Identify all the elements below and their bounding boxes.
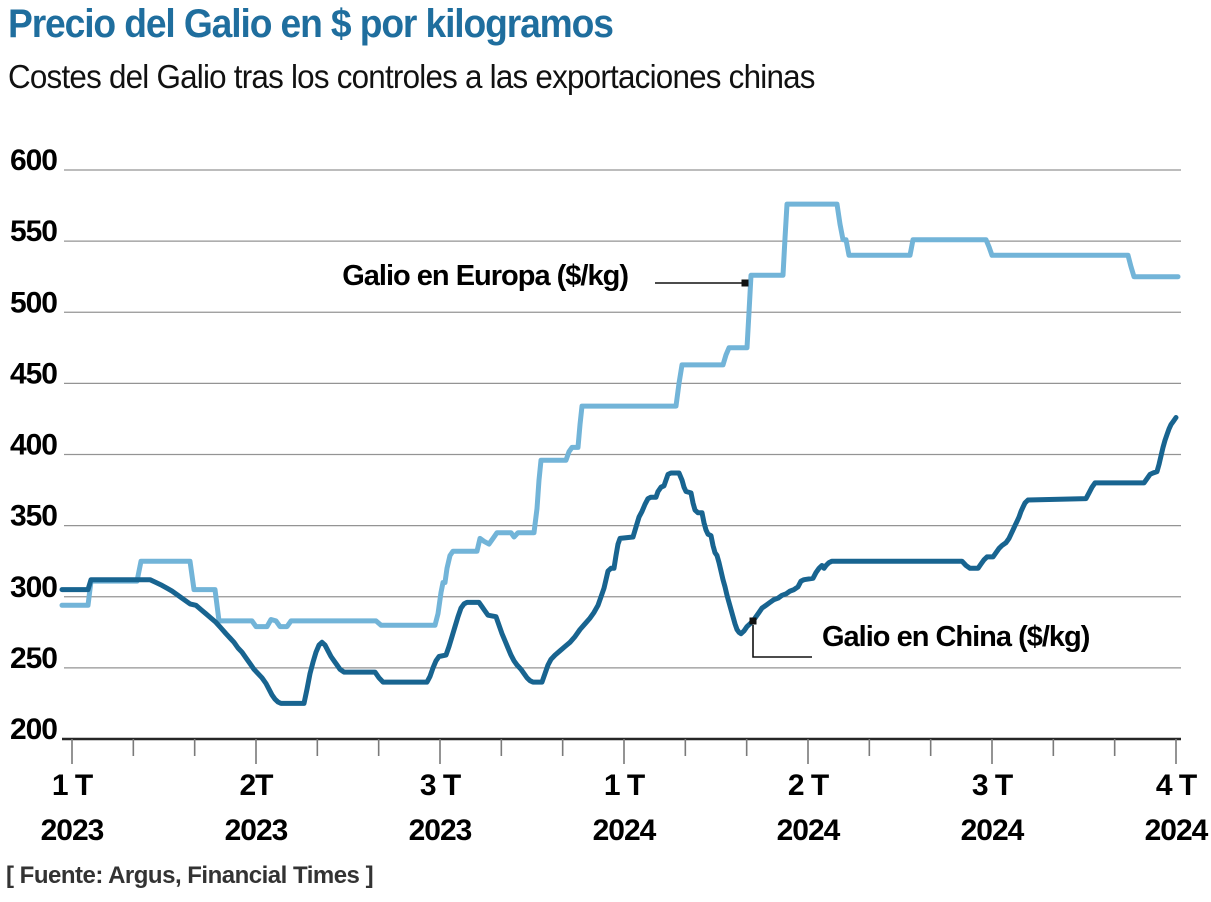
europa-series-label: Galio en Europa ($/kg) bbox=[342, 260, 628, 292]
x-tick-label-quarter: 1 T bbox=[604, 769, 645, 802]
y-tick-label: 450 bbox=[10, 357, 57, 390]
x-tick-label-quarter: 4 T bbox=[1156, 769, 1197, 802]
y-tick-label: 350 bbox=[10, 500, 57, 533]
x-tick-label-year: 2024 bbox=[961, 814, 1025, 847]
page-subtitle: Costes del Galio tras los controles a la… bbox=[8, 58, 815, 95]
china-series-line bbox=[59, 415, 1179, 706]
y-tick-label: 400 bbox=[10, 429, 57, 462]
y-tick-label: 550 bbox=[10, 215, 57, 248]
china-callout-marker bbox=[749, 617, 757, 625]
x-tick-label-quarter: 3 T bbox=[420, 769, 461, 802]
x-tick-label-year: 2023 bbox=[225, 814, 288, 847]
x-tick-label-quarter: 2T bbox=[239, 769, 273, 802]
europa-callout-marker bbox=[741, 279, 749, 287]
x-tick-label-quarter: 2 T bbox=[788, 769, 829, 802]
y-tick-label: 200 bbox=[10, 713, 57, 746]
y-tick-label: 500 bbox=[10, 286, 57, 319]
china-series-label: Galio en China ($/kg) bbox=[822, 621, 1090, 653]
x-tick-label-year: 2024 bbox=[777, 814, 841, 847]
y-tick-label: 250 bbox=[10, 642, 57, 675]
china-callout-line bbox=[752, 625, 812, 658]
europa-series-line bbox=[59, 201, 1181, 630]
x-tick-label-quarter: 1 T bbox=[52, 769, 93, 802]
page-title: Precio del Galio en $ por kilogramos bbox=[8, 2, 614, 46]
y-tick-label: 600 bbox=[10, 144, 57, 177]
x-tick-label-year: 2024 bbox=[593, 814, 657, 847]
x-tick-label-year: 2023 bbox=[409, 814, 472, 847]
x-tick-label-year: 2023 bbox=[41, 814, 104, 847]
x-tick-label-year: 2024 bbox=[1145, 814, 1209, 847]
y-tick-label: 300 bbox=[10, 571, 57, 604]
x-tick-label-quarter: 3 T bbox=[972, 769, 1013, 802]
source-credit: [ Fuente: Argus, Financial Times ] bbox=[6, 862, 374, 889]
